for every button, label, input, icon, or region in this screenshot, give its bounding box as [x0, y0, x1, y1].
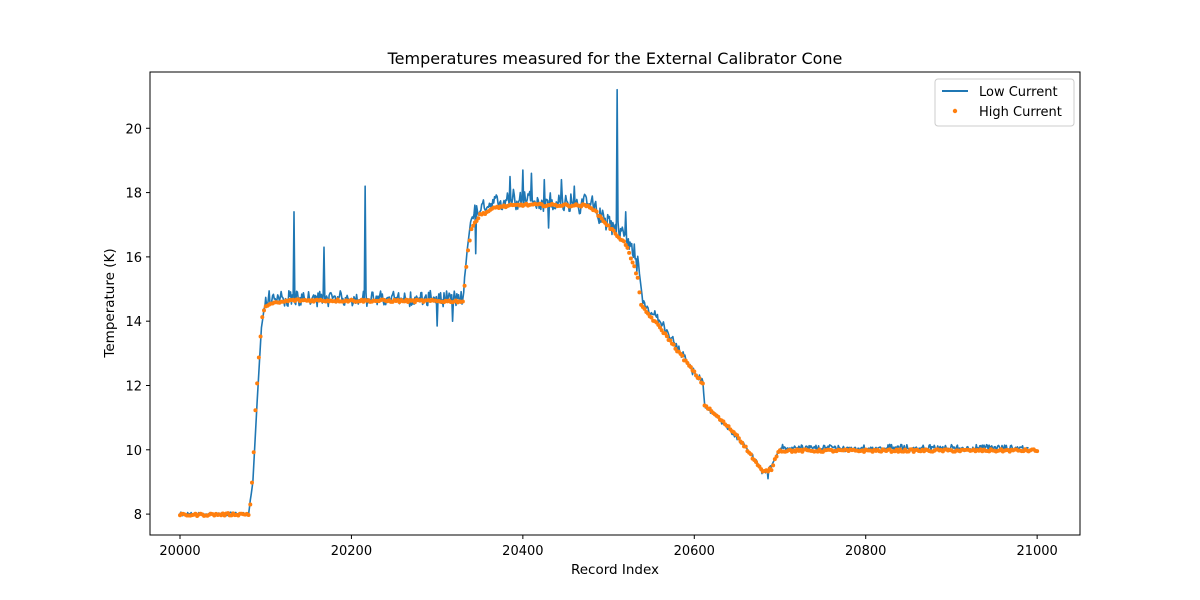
y-axis-label: Temperature (K) — [102, 248, 118, 358]
plot-area — [178, 88, 1040, 519]
y-tick-label: 16 — [125, 251, 142, 266]
chart-title: Temperatures measured for the External C… — [387, 49, 843, 68]
high-current-point — [628, 256, 633, 261]
high-current-point — [606, 223, 611, 228]
high-current-point — [635, 275, 640, 280]
axes-frame — [149, 71, 1081, 536]
x-tick-label: 20000 — [159, 544, 200, 559]
high-current-point — [471, 223, 476, 228]
high-current-point — [594, 209, 599, 214]
high-current-point — [743, 444, 748, 449]
high-current-point — [627, 250, 632, 255]
high-current-point — [664, 334, 669, 339]
high-current-point — [754, 460, 758, 465]
high-current-point — [253, 408, 258, 413]
high-current-point — [634, 271, 638, 276]
high-current-point — [464, 264, 469, 269]
high-current-point — [637, 290, 642, 295]
high-current-point — [671, 342, 676, 347]
high-current-point — [467, 238, 472, 243]
high-current-point — [248, 502, 253, 507]
high-current-point — [688, 365, 693, 370]
high-current-point — [260, 315, 265, 320]
high-current-point — [659, 328, 664, 333]
y-tick-label: 10 — [125, 444, 142, 459]
high-current-point — [622, 239, 626, 244]
high-current-point — [469, 227, 474, 232]
y-tick-label: 20 — [125, 122, 142, 137]
x-axis-label: Record Index — [571, 562, 659, 578]
legend-low-current-label: Low Current — [979, 85, 1058, 100]
legend: Low Current High Current — [934, 78, 1075, 127]
high-current-point — [736, 436, 741, 441]
y-tick-label: 12 — [125, 379, 142, 394]
high-current-point — [476, 216, 481, 221]
high-current-point — [668, 338, 673, 343]
high-current-point — [460, 299, 465, 304]
legend-high-current-marker — [952, 108, 958, 114]
high-current-point — [251, 450, 256, 455]
high-current-point — [721, 419, 726, 424]
high-current-point — [255, 381, 260, 386]
high-current-point — [262, 308, 266, 313]
high-current-point — [1035, 449, 1040, 454]
high-current-point — [625, 245, 630, 250]
x-tick-label: 20400 — [502, 544, 543, 559]
high-current-point — [700, 381, 705, 386]
y-axis: 8 10 12 14 16 18 20 — [125, 122, 150, 523]
high-current-point — [258, 334, 263, 339]
high-current-point — [697, 376, 702, 381]
high-current-point — [649, 315, 654, 320]
high-current-point — [256, 355, 261, 360]
x-tick-label: 20200 — [331, 544, 372, 559]
high-current-point — [766, 469, 770, 474]
y-tick-label: 18 — [125, 187, 142, 202]
high-current-point — [774, 454, 779, 459]
high-current-point — [466, 248, 470, 253]
high-current-point — [740, 441, 745, 446]
high-current-point — [632, 264, 637, 269]
legend-high-current-label: High Current — [979, 105, 1062, 120]
high-current-point — [630, 260, 635, 265]
high-current-point — [726, 424, 731, 429]
high-current-point — [611, 228, 616, 233]
y-tick-label: 8 — [134, 508, 142, 523]
x-tick-label: 20600 — [674, 544, 715, 559]
high-current-point — [250, 480, 254, 485]
series-high-current — [178, 201, 1040, 519]
high-current-point — [692, 369, 697, 374]
high-current-point — [246, 512, 251, 517]
high-current-point — [771, 463, 776, 468]
high-current-point — [735, 433, 740, 438]
legend-box — [934, 78, 1075, 127]
high-current-point — [462, 283, 467, 288]
x-tick-label: 21000 — [1016, 544, 1057, 559]
high-current-point — [748, 452, 753, 457]
x-tick-label: 20800 — [845, 544, 886, 559]
high-current-point — [769, 468, 774, 473]
y-tick-label: 14 — [125, 315, 142, 330]
high-current-point — [680, 353, 685, 358]
high-current-point — [642, 306, 647, 311]
x-axis: 20000 20200 20400 20600 20800 21000 — [159, 535, 1058, 559]
